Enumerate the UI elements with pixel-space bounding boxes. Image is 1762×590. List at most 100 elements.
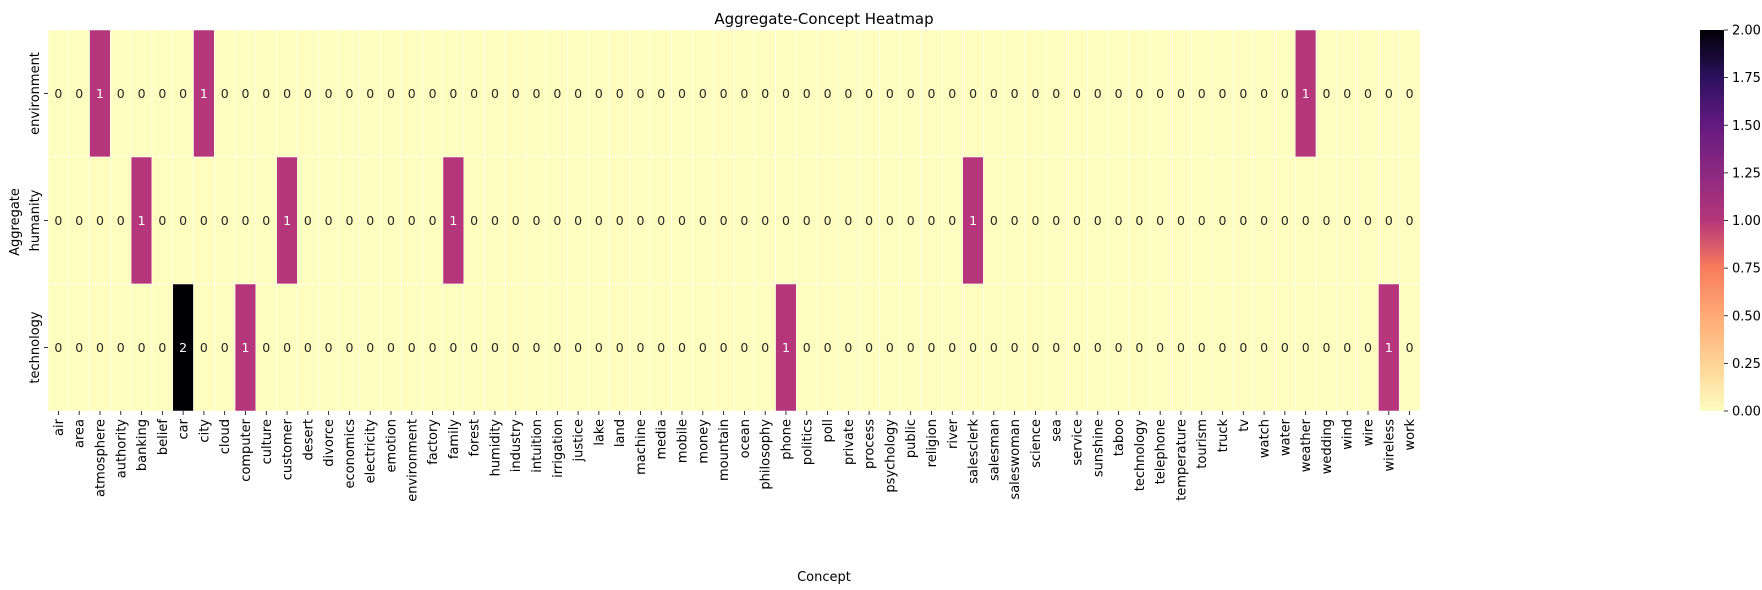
cell-value-label: 0 <box>512 86 520 101</box>
cell-value-label: 0 <box>969 340 977 355</box>
x-tick-label: lake <box>592 419 607 446</box>
cell-value-label: 0 <box>657 213 665 228</box>
cell-value-label: 0 <box>242 213 250 228</box>
y-axis-label: Aggregate <box>8 188 23 256</box>
cell-value-label: 0 <box>449 340 457 355</box>
cell-value-label: 0 <box>387 213 395 228</box>
cell-value-label: 0 <box>408 86 416 101</box>
x-tick-label: intuition <box>530 419 545 473</box>
cell-value-label: 0 <box>886 340 894 355</box>
cell-value-label: 0 <box>325 86 333 101</box>
cell-value-label: 0 <box>158 340 166 355</box>
cell-value-label: 0 <box>533 213 541 228</box>
cell-value-label: 0 <box>1115 340 1123 355</box>
cell-value-label: 0 <box>470 340 478 355</box>
x-tick-label: wire <box>1362 419 1377 446</box>
cell-value-label: 0 <box>54 86 62 101</box>
cell-value-label: 1 <box>138 213 146 228</box>
cell-value-label: 0 <box>1281 340 1289 355</box>
cell-value-label: 0 <box>1177 340 1185 355</box>
cell-value-label: 0 <box>200 213 208 228</box>
cell-value-label: 0 <box>1385 213 1393 228</box>
cell-value-label: 0 <box>1094 213 1102 228</box>
x-tick-label: poll <box>821 419 836 442</box>
cell-value-label: 0 <box>1135 86 1143 101</box>
cell-value-label: 0 <box>179 213 187 228</box>
x-tick-label: psychology <box>883 419 898 493</box>
colorbar-tick-label: 1.75 <box>1732 71 1761 86</box>
cell-value-label: 0 <box>1052 86 1060 101</box>
x-tick-label: telephone <box>1154 419 1169 484</box>
cell-value-label: 0 <box>948 340 956 355</box>
cell-value-label: 0 <box>429 86 437 101</box>
chart-title: Aggregate-Concept Heatmap <box>714 10 933 28</box>
y-tick-label: environment <box>28 52 43 135</box>
cell-value-label: 0 <box>865 86 873 101</box>
cell-value-label: 0 <box>1322 213 1330 228</box>
cell-value-label: 0 <box>990 213 998 228</box>
cell-value-label: 0 <box>387 340 395 355</box>
x-tick-label: city <box>197 419 212 443</box>
x-tick-label: work <box>1403 419 1418 451</box>
x-tick-label: wedding <box>1320 419 1335 474</box>
cell-value-label: 0 <box>1364 213 1372 228</box>
cell-value-label: 0 <box>1302 213 1310 228</box>
cell-value-label: 0 <box>844 340 852 355</box>
cell-value-label: 0 <box>117 213 125 228</box>
cell-value-label: 0 <box>1260 86 1268 101</box>
cell-value-label: 0 <box>1406 213 1414 228</box>
cell-value-label: 0 <box>283 86 291 101</box>
x-tick-label: banking <box>135 419 150 471</box>
cell-value-label: 0 <box>1239 86 1247 101</box>
x-tick-label: air <box>52 418 67 436</box>
colorbar: 0.00 0.25 0.50 0.75 1.00 1.25 1.50 1.75 2.00 <box>1700 24 1761 420</box>
cell-value-label: 0 <box>491 340 499 355</box>
cell-value-label: 0 <box>1011 340 1019 355</box>
cell-value-label: 0 <box>865 340 873 355</box>
colorbar-gradient <box>1700 30 1724 411</box>
cell-value-label: 0 <box>158 213 166 228</box>
cell-value-label: 0 <box>179 86 187 101</box>
cell-value-label: 0 <box>54 340 62 355</box>
cell-value-label: 0 <box>262 86 270 101</box>
colorbar-tick-label: 0.75 <box>1732 262 1761 277</box>
cell-value-label: 0 <box>803 213 811 228</box>
cell-value-label: 1 <box>969 213 977 228</box>
cell-value-label: 0 <box>616 86 624 101</box>
cell-value-label: 0 <box>553 86 561 101</box>
x-tick-label: phone <box>779 419 794 460</box>
cell-value-label: 0 <box>345 86 353 101</box>
cell-value-label: 0 <box>616 213 624 228</box>
cell-value-label: 0 <box>533 340 541 355</box>
x-tick-label: customer <box>281 418 296 480</box>
x-tick-label: mobile <box>676 419 691 463</box>
cell-value-label: 1 <box>242 340 250 355</box>
cell-value-label: 0 <box>907 213 915 228</box>
cell-value-label: 0 <box>1031 213 1039 228</box>
cell-value-label: 0 <box>1219 86 1227 101</box>
x-tick-label: belief <box>156 419 171 455</box>
cell-value-label: 0 <box>75 340 83 355</box>
cell-value-label: 0 <box>325 213 333 228</box>
cell-value-label: 0 <box>928 340 936 355</box>
x-tick-label: sea <box>1050 419 1065 442</box>
cell-value-label: 0 <box>1177 86 1185 101</box>
cell-value-label: 2 <box>179 340 187 355</box>
cell-value-label: 0 <box>1406 340 1414 355</box>
cell-value-label: 0 <box>1219 340 1227 355</box>
cell-value-label: 0 <box>1177 213 1185 228</box>
cell-value-label: 0 <box>907 86 915 101</box>
cell-value-label: 0 <box>803 340 811 355</box>
colorbar-tick-label: 0.25 <box>1732 357 1761 372</box>
cell-value-label: 0 <box>158 86 166 101</box>
x-tick-label: water <box>1278 418 1293 456</box>
x-tick-label: truck <box>1216 419 1231 453</box>
cell-value-label: 0 <box>366 340 374 355</box>
x-tick-label: salesman <box>987 419 1002 481</box>
cell-value-label: 0 <box>553 340 561 355</box>
cell-value-label: 0 <box>1198 86 1206 101</box>
y-tick-label: humanity <box>28 189 43 251</box>
cell-value-label: 0 <box>304 86 312 101</box>
x-tick-label: emotion <box>385 419 400 473</box>
cell-value-label: 0 <box>512 340 520 355</box>
